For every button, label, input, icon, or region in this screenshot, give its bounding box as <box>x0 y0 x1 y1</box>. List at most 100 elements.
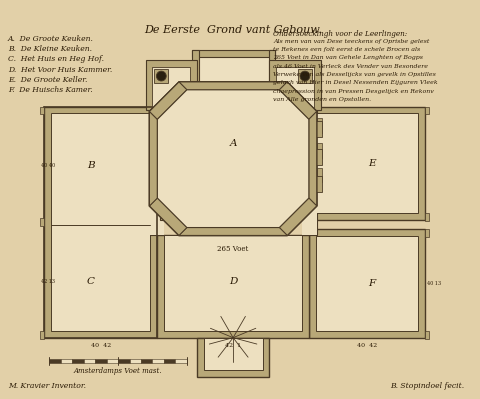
Text: 265 Voet in Dan van Gehele Lenghten of Bogps: 265 Voet in Dan van Gehele Lenghten of B… <box>274 55 423 60</box>
Polygon shape <box>149 82 317 235</box>
Bar <box>141 359 153 363</box>
Polygon shape <box>149 198 187 235</box>
Text: als 46 Voet in Verleck des Vender van Besondere: als 46 Voet in Verleck des Vender van Be… <box>274 64 429 69</box>
Bar <box>276 67 314 109</box>
Bar <box>130 359 141 363</box>
Text: C.  Het Huis en Heg Hof.: C. Het Huis en Heg Hof. <box>8 55 104 63</box>
Bar <box>145 60 197 109</box>
Bar <box>302 113 317 235</box>
Text: De Eerste  Grond vant Gebouw.: De Eerste Grond vant Gebouw. <box>144 25 322 35</box>
Text: A.  De Groote Keuken.: A. De Groote Keuken. <box>8 35 94 43</box>
Polygon shape <box>149 82 187 119</box>
Polygon shape <box>276 82 317 113</box>
Text: D.  Het Voor Huis Kammer.: D. Het Voor Huis Kammer. <box>8 66 112 74</box>
Bar <box>95 359 107 363</box>
Bar <box>268 51 276 82</box>
Bar <box>164 235 302 331</box>
Text: B: B <box>87 161 95 170</box>
Bar <box>157 235 309 338</box>
Bar <box>425 331 429 339</box>
Polygon shape <box>279 198 317 235</box>
Polygon shape <box>279 82 317 119</box>
Bar <box>316 236 418 331</box>
Bar <box>51 113 151 331</box>
Bar <box>199 57 268 89</box>
Polygon shape <box>309 111 317 206</box>
Polygon shape <box>149 111 157 206</box>
Bar <box>317 143 322 158</box>
Bar <box>317 168 322 182</box>
Bar <box>316 149 322 164</box>
Text: F: F <box>368 279 375 288</box>
Bar <box>316 176 322 192</box>
Polygon shape <box>179 227 287 235</box>
Bar <box>175 359 187 363</box>
Polygon shape <box>149 111 157 206</box>
Text: B. Stopindoel fecit.: B. Stopindoel fecit. <box>390 382 464 390</box>
Bar <box>309 229 425 338</box>
Text: Ondersoeckingh voor de Leerlingen:: Ondersoeckingh voor de Leerlingen: <box>274 30 408 38</box>
Polygon shape <box>279 82 317 119</box>
Polygon shape <box>149 82 317 235</box>
Polygon shape <box>149 82 190 113</box>
Bar <box>49 359 60 363</box>
Bar <box>149 113 164 235</box>
Bar <box>316 113 418 213</box>
Bar <box>84 359 95 363</box>
Text: 40  42: 40 42 <box>91 343 111 348</box>
Text: gelach van Hier in Desel Nessenden Eijguren Vleek: gelach van Hier in Desel Nessenden Eijgu… <box>274 81 438 85</box>
Bar <box>153 359 164 363</box>
Text: Als men van van Dese teeckens of Oprisbe gelest: Als men van van Dese teeckens of Oprisbe… <box>274 39 430 43</box>
Polygon shape <box>179 82 287 90</box>
Text: 40 40: 40 40 <box>41 163 56 168</box>
Bar <box>149 107 157 235</box>
Text: E.  De Groote Keller.: E. De Groote Keller. <box>8 76 87 84</box>
Bar <box>40 218 44 225</box>
Text: Verweke van als Desselijcks van gevelk in Opstilles: Verweke van als Desselijcks van gevelk i… <box>274 72 436 77</box>
Text: D: D <box>229 277 237 286</box>
Bar <box>40 107 44 115</box>
Bar <box>197 338 269 377</box>
Polygon shape <box>279 198 317 235</box>
Text: M. Kravier Inventor.: M. Kravier Inventor. <box>8 382 86 390</box>
Bar <box>269 60 321 109</box>
Text: 42 13: 42 13 <box>41 279 55 284</box>
Bar <box>425 213 429 221</box>
Bar <box>118 359 130 363</box>
Text: Amsterdamps Voet mast.: Amsterdamps Voet mast. <box>74 367 162 375</box>
Bar <box>44 107 157 338</box>
Text: C: C <box>87 277 95 286</box>
Bar <box>192 51 199 82</box>
Text: 40  42: 40 42 <box>357 343 377 348</box>
Bar <box>309 107 317 235</box>
Polygon shape <box>309 111 317 206</box>
Text: A: A <box>229 139 237 148</box>
Text: F.  De Huischs Kamer.: F. De Huischs Kamer. <box>8 87 93 95</box>
Text: 40 13: 40 13 <box>427 281 441 286</box>
Polygon shape <box>149 198 187 235</box>
Polygon shape <box>149 82 187 119</box>
Bar <box>60 359 72 363</box>
Bar <box>309 107 425 220</box>
Bar <box>72 359 84 363</box>
Polygon shape <box>157 90 309 227</box>
Circle shape <box>156 71 166 81</box>
Bar <box>107 359 118 363</box>
Bar <box>153 67 190 109</box>
Text: van Alle gronden en Opstollen.: van Alle gronden en Opstollen. <box>274 97 372 102</box>
Text: E: E <box>368 159 376 168</box>
Bar <box>51 113 151 331</box>
Bar <box>164 359 175 363</box>
Circle shape <box>300 71 310 81</box>
Text: te Rekenes een folt eerst de schele Brocen als: te Rekenes een folt eerst de schele Broc… <box>274 47 420 52</box>
Bar <box>316 121 322 137</box>
Text: chaeprossion in van Pressen Desgelijck en Rekonv: chaeprossion in van Pressen Desgelijck e… <box>274 89 434 94</box>
Bar <box>425 229 429 237</box>
Polygon shape <box>157 90 309 227</box>
Bar <box>204 338 263 370</box>
Polygon shape <box>179 227 287 235</box>
Bar <box>317 119 322 133</box>
Bar <box>192 51 276 57</box>
Text: 265 Voet: 265 Voet <box>217 245 249 253</box>
Text: B.  De Kleine Keuken.: B. De Kleine Keuken. <box>8 45 92 53</box>
